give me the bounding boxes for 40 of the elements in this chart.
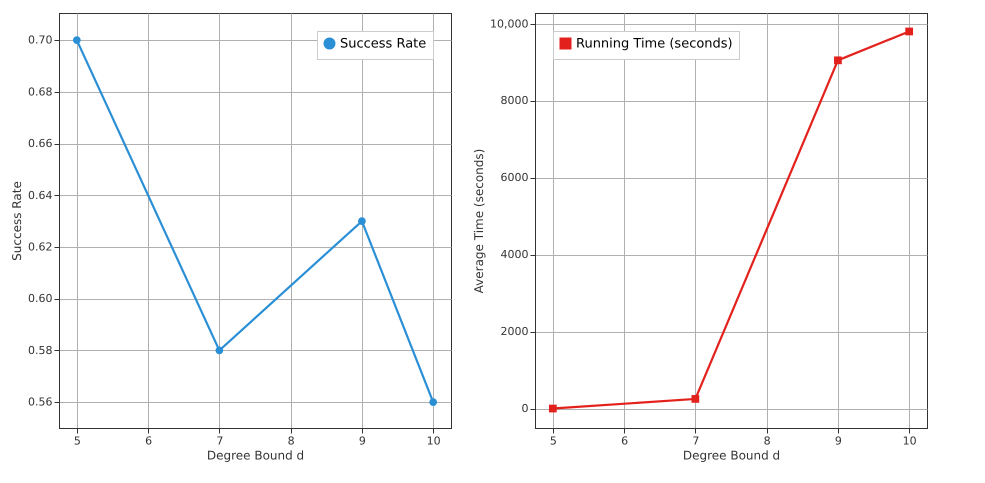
x-tick-label: 6 (621, 434, 628, 448)
point (72, 36, 81, 44)
point (358, 217, 366, 226)
y-tick-label: 8000 (500, 94, 528, 108)
x-tick-label: 7 (692, 434, 700, 448)
legend-label: Running Time (seconds) (576, 36, 733, 52)
y-tick-label: 0.58 (28, 344, 52, 357)
y-tick-label: 0.66 (28, 137, 52, 150)
point (429, 398, 438, 406)
y-tick-label: 0.56 (28, 396, 52, 409)
point (834, 56, 842, 64)
x-axis-title: Degree Bound d (206, 448, 304, 462)
y-tick-label: 0.68 (28, 85, 52, 98)
x-tick-label: 5 (550, 434, 557, 448)
x-tick-label: 5 (74, 434, 81, 448)
y-tick-label: 0 (522, 402, 528, 416)
legend-label: Success Rate (340, 36, 426, 52)
x-axis-title: Degree Bound d (682, 448, 780, 462)
x-tick-label: 10 (426, 434, 441, 448)
y-tick-label: 0.62 (28, 240, 52, 254)
x-tick-label: 8 (764, 434, 771, 448)
x-tick-label: 10 (902, 434, 917, 448)
y-axis-title: Average Time (seconds) (472, 148, 486, 294)
point (215, 346, 224, 354)
point (905, 28, 914, 36)
point (548, 404, 557, 412)
y-tick-label: 6000 (500, 171, 528, 184)
y-tick-label: 2000 (500, 325, 528, 338)
x-tick-label: 6 (145, 434, 152, 448)
x-tick-label: 9 (834, 434, 842, 448)
x-tick-label: 8 (288, 434, 295, 448)
x-tick-label: 7 (216, 434, 224, 448)
y-axis-title: Success Rate (10, 181, 24, 261)
y-tick-label: 4000 (500, 248, 528, 262)
x-tick-label: 9 (358, 434, 366, 448)
y-tick-label: 0.70 (28, 34, 52, 47)
y-tick-label: 0.64 (28, 188, 52, 202)
y-tick-label: 0.60 (28, 292, 52, 306)
y-tick-label: 10,000 (490, 17, 528, 30)
point (691, 395, 700, 403)
